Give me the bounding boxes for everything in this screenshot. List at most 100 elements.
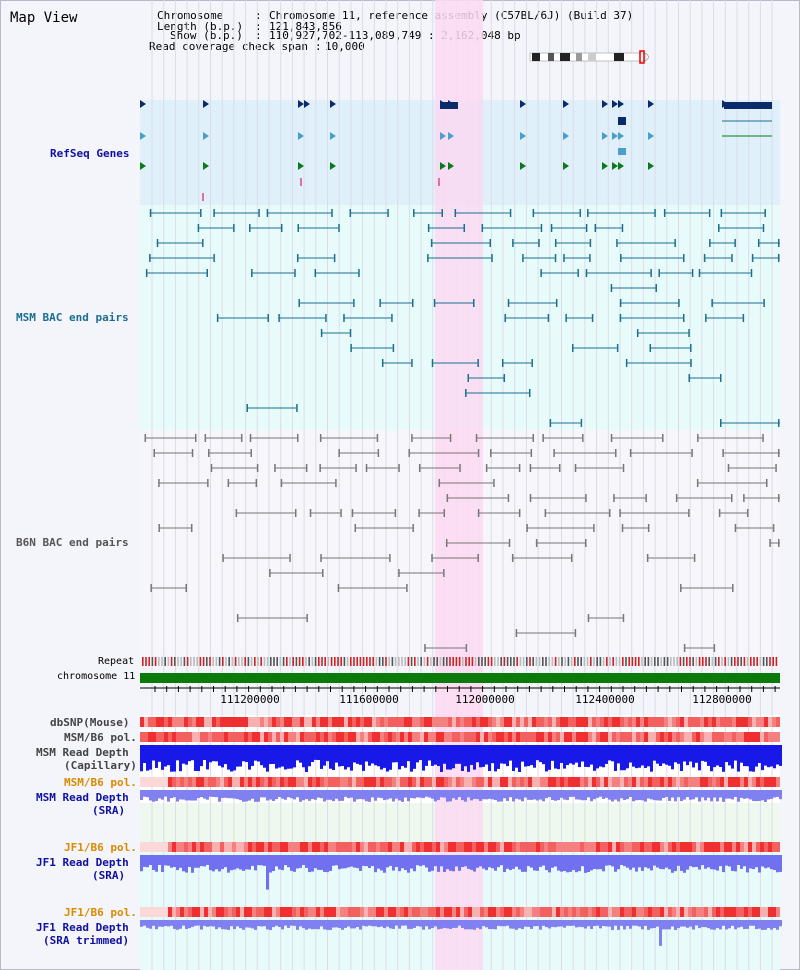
bac-end (406, 584, 408, 592)
depth-bar (629, 855, 632, 870)
jf1-sra-depth-track[interactable] (140, 855, 782, 890)
heat-cell (600, 777, 604, 787)
repeat-mark (737, 657, 739, 666)
depth-bar (188, 745, 191, 762)
bac-end (351, 509, 354, 517)
heat-cell (260, 777, 264, 787)
heat-cell (572, 777, 576, 787)
msm-capillary-depth-track[interactable] (140, 745, 782, 772)
repeat-mark (490, 657, 493, 666)
heat-cell (684, 732, 688, 742)
depth-bar (593, 745, 596, 771)
heat-cell (764, 732, 768, 742)
heat-cell (168, 907, 172, 917)
depth-bar (212, 855, 215, 872)
heat-cell (424, 777, 428, 787)
msm-b6-pol2-heat-track[interactable] (140, 777, 780, 787)
depth-bar (584, 790, 587, 801)
msm-bac-pairs[interactable] (145, 209, 780, 427)
heat-cell (324, 732, 328, 742)
depth-bar (434, 790, 437, 802)
heat-cell (436, 777, 440, 787)
depth-bar (527, 745, 530, 767)
heat-cell (180, 907, 184, 917)
chromosome-ideogram[interactable] (529, 50, 649, 64)
depth-bar (263, 745, 266, 768)
bac-end (236, 614, 239, 622)
depth-bar (245, 745, 248, 762)
heat-cell (708, 717, 712, 727)
depth-bar (281, 855, 284, 871)
depth-bar (626, 855, 629, 868)
depth-bar (767, 920, 770, 928)
depth-bar (314, 855, 317, 869)
heat-cell (204, 717, 208, 727)
depth-bar (431, 790, 434, 799)
heat-cell (192, 842, 196, 852)
depth-bar (554, 855, 557, 867)
msm-b6-pol-heat-track[interactable] (140, 732, 780, 742)
depth-bar (326, 920, 329, 930)
depth-bar (398, 855, 401, 872)
jf1-b6-pol2-heat-track[interactable] (140, 907, 780, 917)
msm-sra-depth-track[interactable] (140, 790, 782, 802)
highlight-region[interactable] (435, 0, 483, 970)
heat-cell (172, 717, 176, 727)
depth-bar (242, 790, 245, 802)
refseq-genes[interactable] (140, 100, 772, 201)
depth-bar (677, 745, 680, 764)
jf1-b6-pol-heat-track[interactable] (140, 842, 780, 852)
depth-bar (509, 790, 512, 798)
repeat-mark (407, 657, 410, 666)
repeat-mark (634, 657, 637, 666)
depth-bar (641, 920, 644, 930)
b6n-bac-pairs[interactable] (144, 434, 780, 652)
heat-cell (248, 777, 252, 787)
heat-cell (248, 842, 252, 852)
gene-marker (618, 132, 624, 140)
bac-end (587, 209, 589, 217)
heat-cell (616, 907, 620, 917)
repeat-mark (449, 657, 451, 666)
depth-bar (365, 855, 368, 867)
depth-bar (230, 855, 233, 871)
heat-cell (200, 777, 204, 787)
chromosome-bar[interactable] (140, 673, 780, 683)
depth-bar (308, 745, 311, 767)
bac-end (504, 314, 506, 322)
depth-bar (713, 920, 716, 930)
depth-bar (527, 920, 530, 927)
heat-cell (472, 777, 476, 787)
heat-cell (592, 717, 596, 727)
depth-bar (233, 790, 236, 799)
heat-cell (300, 777, 304, 787)
heat-cell (744, 732, 748, 742)
depth-bar (227, 920, 230, 930)
heat-cell (172, 777, 176, 787)
heat-cell (344, 732, 348, 742)
depth-bar (239, 920, 242, 929)
heat-cell (524, 842, 528, 852)
heat-cell (756, 907, 760, 917)
heat-cell (452, 842, 456, 852)
dbsnp-heat-track[interactable] (140, 717, 780, 727)
depth-bar (671, 920, 674, 927)
depth-bar (140, 920, 143, 927)
heat-cell (748, 717, 752, 727)
repeat-mark (154, 657, 157, 666)
heat-cell (260, 907, 264, 917)
depth-bar (686, 855, 689, 870)
jf1-trimmed-depth-track[interactable] (140, 920, 782, 946)
depth-bar (668, 790, 671, 801)
repeat-track[interactable] (142, 657, 778, 666)
depth-bar (176, 745, 179, 761)
heat-cell (724, 777, 728, 787)
bac-end (646, 554, 649, 562)
heat-cell (712, 717, 716, 727)
depth-bar (158, 745, 161, 762)
depth-bar (617, 790, 620, 802)
depth-bar (443, 745, 446, 764)
heat-cell (452, 907, 456, 917)
gene-marker (520, 132, 526, 140)
